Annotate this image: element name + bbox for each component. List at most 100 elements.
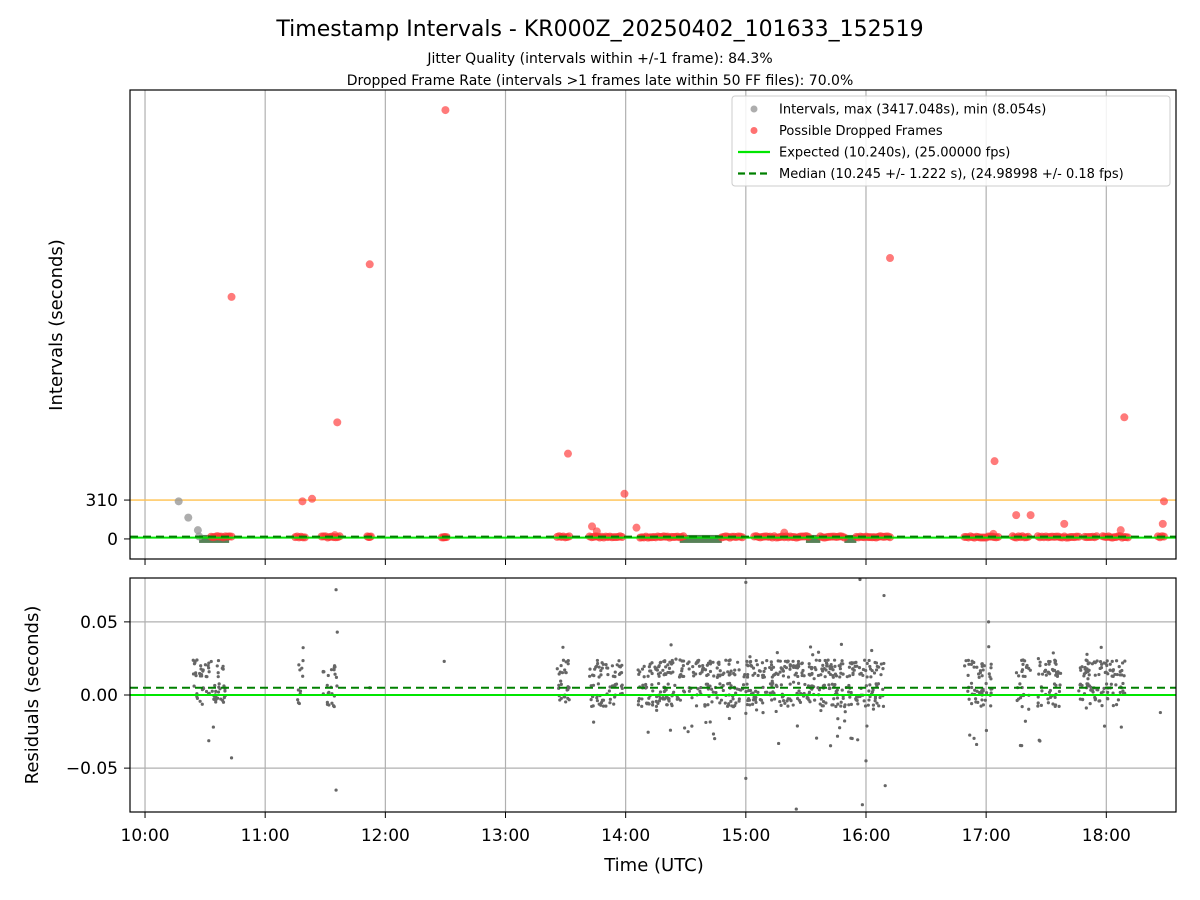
residual-point bbox=[1058, 683, 1062, 687]
residual-point bbox=[1097, 699, 1101, 703]
residual-point bbox=[862, 699, 866, 703]
residual-point bbox=[204, 689, 209, 694]
residual-point bbox=[657, 681, 661, 686]
residual-point bbox=[680, 674, 685, 678]
residual-point bbox=[653, 665, 657, 669]
residual-point bbox=[1021, 658, 1025, 662]
residual-point bbox=[849, 690, 853, 695]
residual-point bbox=[1080, 698, 1085, 702]
residual-point bbox=[1118, 690, 1122, 695]
residual-point bbox=[834, 704, 838, 709]
residual-point bbox=[561, 658, 566, 662]
residual-point bbox=[658, 671, 662, 675]
residual-point bbox=[201, 669, 205, 673]
residual-point bbox=[1040, 672, 1045, 676]
residual-point bbox=[334, 588, 338, 592]
residual-point bbox=[559, 663, 563, 668]
dense-interval-band bbox=[805, 534, 821, 543]
residual-point bbox=[869, 675, 873, 679]
x-tick-label: 13:00 bbox=[481, 826, 530, 846]
residual-point bbox=[640, 667, 645, 671]
x-tick-label: 11:00 bbox=[241, 826, 290, 846]
top-axes-frame bbox=[129, 89, 1177, 560]
residual-point bbox=[669, 702, 674, 706]
residual-point bbox=[737, 699, 741, 703]
residual-point bbox=[697, 658, 701, 662]
residual-point bbox=[601, 698, 606, 702]
residual-point bbox=[646, 730, 650, 734]
residual-point bbox=[595, 699, 600, 703]
residual-point bbox=[665, 703, 669, 707]
residual-point bbox=[661, 668, 665, 672]
residual-point bbox=[840, 659, 844, 663]
residual-point bbox=[838, 667, 842, 671]
residual-point bbox=[590, 704, 594, 709]
residual-point bbox=[694, 672, 698, 676]
residual-point bbox=[814, 736, 819, 740]
residual-point bbox=[803, 682, 807, 687]
residual-point bbox=[879, 662, 883, 666]
residual-point bbox=[1039, 703, 1043, 707]
residual-point bbox=[215, 664, 219, 668]
residual-point bbox=[831, 668, 835, 672]
legend-label: Possible Dropped Frames bbox=[779, 124, 943, 139]
residual-point bbox=[765, 659, 769, 663]
residual-point bbox=[1079, 668, 1083, 672]
residual-point bbox=[334, 788, 338, 792]
residual-point bbox=[745, 675, 750, 679]
residual-point bbox=[558, 670, 562, 674]
residual-point bbox=[1121, 661, 1125, 665]
residual-point bbox=[814, 658, 818, 662]
residual-point bbox=[691, 664, 695, 669]
residual-point bbox=[706, 703, 710, 707]
residual-point bbox=[646, 674, 650, 678]
residual-point bbox=[213, 683, 217, 688]
residual-point bbox=[708, 720, 712, 724]
dropped-frame-point bbox=[1026, 511, 1035, 520]
residual-point bbox=[671, 670, 675, 674]
residual-point bbox=[329, 668, 334, 672]
residual-point bbox=[762, 669, 766, 673]
residual-point bbox=[220, 666, 224, 670]
residual-point bbox=[1043, 669, 1047, 674]
bottom-panel: 10:00 11:00 12:00 13:00 14:00 15:00 16:00 17:00… bbox=[66, 577, 1177, 846]
residual-point bbox=[831, 674, 835, 678]
residual-point bbox=[617, 672, 622, 676]
residual-point bbox=[821, 663, 825, 667]
residual-point bbox=[1105, 696, 1110, 701]
residual-point bbox=[875, 701, 879, 705]
residual-point bbox=[1111, 691, 1115, 695]
residual-point bbox=[744, 580, 748, 584]
residual-point bbox=[770, 698, 774, 702]
residual-point bbox=[1087, 668, 1091, 672]
residual-point bbox=[794, 807, 798, 811]
residual-point bbox=[865, 724, 869, 728]
residual-point bbox=[671, 661, 675, 665]
residual-point bbox=[666, 682, 670, 686]
residual-point bbox=[1102, 686, 1106, 691]
residual-point bbox=[599, 673, 603, 677]
residual-point bbox=[1087, 673, 1091, 677]
residual-point bbox=[677, 675, 682, 679]
residual-point bbox=[657, 699, 662, 703]
residual-point bbox=[1025, 663, 1029, 668]
residual-point bbox=[866, 703, 870, 707]
residual-point bbox=[742, 675, 746, 679]
residual-point bbox=[604, 704, 608, 708]
x-axis-label: Time (UTC) bbox=[603, 855, 704, 876]
residual-point bbox=[977, 675, 981, 679]
residual-point bbox=[788, 682, 792, 686]
residual-point bbox=[648, 662, 652, 666]
residual-point bbox=[780, 667, 784, 671]
residual-point bbox=[835, 734, 840, 738]
residual-point bbox=[566, 687, 570, 692]
residual-point bbox=[854, 697, 858, 701]
residual-point bbox=[1090, 662, 1094, 666]
residual-point bbox=[698, 689, 702, 693]
residual-point bbox=[651, 700, 655, 704]
residual-point bbox=[788, 667, 792, 671]
residual-point bbox=[832, 658, 837, 662]
residual-point bbox=[673, 683, 677, 687]
residual-point bbox=[868, 683, 872, 687]
